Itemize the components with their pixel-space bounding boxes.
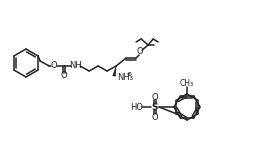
Text: O: O: [137, 48, 143, 57]
Polygon shape: [113, 66, 116, 76]
Text: HO: HO: [131, 103, 143, 112]
Text: S: S: [152, 103, 158, 112]
Text: ⊕: ⊕: [127, 72, 132, 77]
Text: O: O: [61, 71, 68, 80]
Text: O: O: [152, 113, 158, 122]
Text: NH₃: NH₃: [117, 74, 133, 83]
Text: NH: NH: [69, 61, 81, 70]
Text: CH₃: CH₃: [180, 79, 194, 88]
Text: O: O: [51, 61, 57, 70]
Text: O: O: [152, 93, 158, 102]
